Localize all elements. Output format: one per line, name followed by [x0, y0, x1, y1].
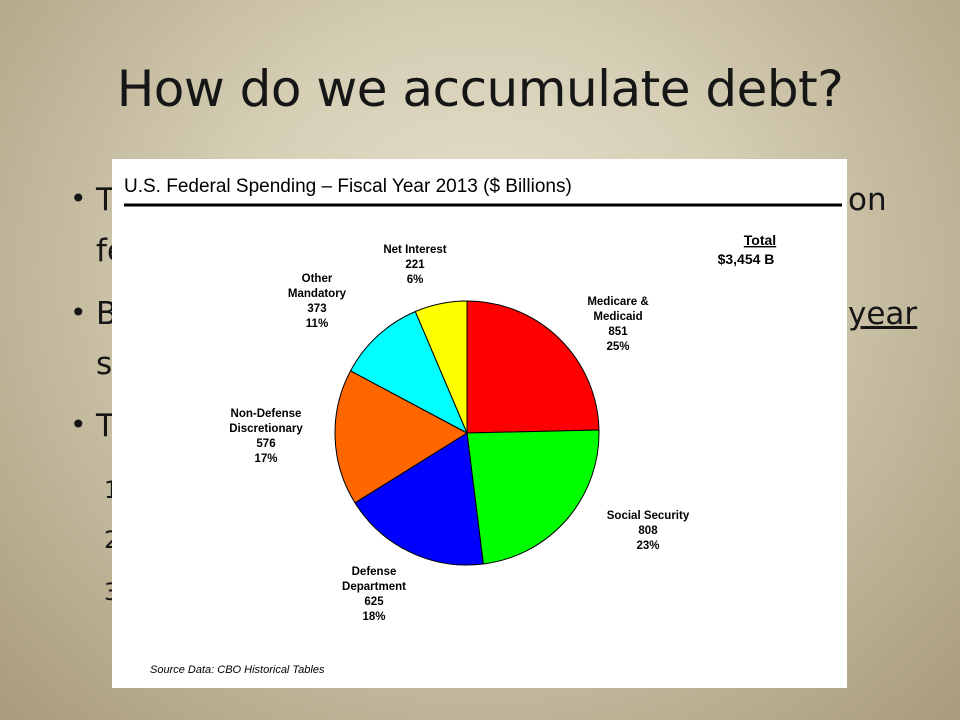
slice-label-defense-department: Defense Department 625 18%: [342, 566, 406, 623]
pie-slice-social-security: [466, 429, 600, 565]
bullet-3-lead: T: [96, 408, 115, 444]
pie-slice-other-mandatory: [349, 310, 469, 435]
slice-labels: Medicare & Medicaid 851 25% Social Security 8…: [229, 244, 690, 623]
bullet-2-trail: year: [848, 296, 918, 332]
slice-label-social-security: Social Security 808 23%: [607, 510, 690, 552]
total-value: $3,454 B: [718, 251, 775, 267]
slice-label-non-defense-discretionary: Non-Defense Discretionary 576 17%: [229, 408, 303, 465]
bullet-2: • B: [70, 296, 118, 332]
pie-slice-medicare-medicaid: [466, 300, 600, 434]
bullet-dot-icon: •: [70, 296, 87, 329]
slice-label-medicare-medicaid: Medicare & Medicaid 851 25%: [587, 296, 648, 353]
pie-slice-net-interest: [414, 300, 468, 434]
bullet-3: • T: [70, 408, 115, 444]
chart-title: U.S. Federal Spending – Fiscal Year 2013…: [124, 176, 572, 197]
bullet-1: • T: [70, 182, 115, 218]
pie-chart: U.S. Federal Spending – Fiscal Year 2013…: [124, 176, 842, 676]
total-label: Total: [744, 232, 776, 248]
slice-label-other-mandatory: Other Mandatory 373 11%: [288, 273, 347, 330]
slice-label-net-interest: Net Interest 221 6%: [383, 244, 446, 286]
pie-slice-non-defense-discretionary: [334, 370, 468, 504]
bullet-2-lead: B: [96, 296, 118, 332]
bullet-dot-icon: •: [70, 182, 87, 215]
pie-slices: [334, 300, 600, 566]
bullet-1-lead: T: [96, 182, 115, 218]
chart-card: U.S. Federal Spending – Fiscal Year 2013…: [112, 159, 847, 688]
bullet-dot-icon: •: [70, 408, 87, 441]
bullet-1-trail: on: [848, 182, 887, 218]
slide-title: How do we accumulate debt?: [116, 60, 844, 118]
source-note: Source Data: CBO Historical Tables: [150, 664, 325, 676]
pie-slice-defense-department: [354, 432, 484, 566]
bullet-2-second-line: s: [96, 346, 113, 382]
